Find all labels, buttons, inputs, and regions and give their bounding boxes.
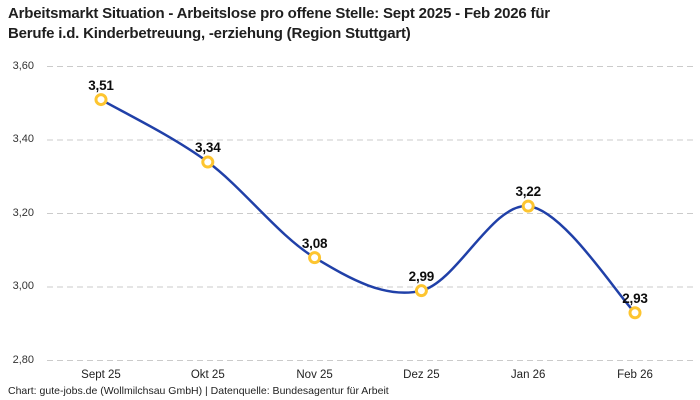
chart-footer: Chart: gute-jobs.de (Wollmilchsau GmbH) … <box>8 385 389 397</box>
data-point-marker <box>201 155 215 169</box>
data-line <box>100 98 636 314</box>
data-point-marker <box>521 199 535 213</box>
data-point-marker <box>308 251 322 265</box>
chart-title-line1: Arbeitsmarkt Situation - Arbeitslose pro… <box>8 5 550 22</box>
chart-title: Arbeitsmarkt Situation - Arbeitslose pro… <box>8 4 696 44</box>
data-point-marker <box>414 284 428 298</box>
data-point-marker <box>94 93 108 107</box>
chart-title-line2: Berufe i.d. Kinderbetreuung, -erziehung … <box>8 25 411 42</box>
data-point-marker <box>628 306 642 320</box>
